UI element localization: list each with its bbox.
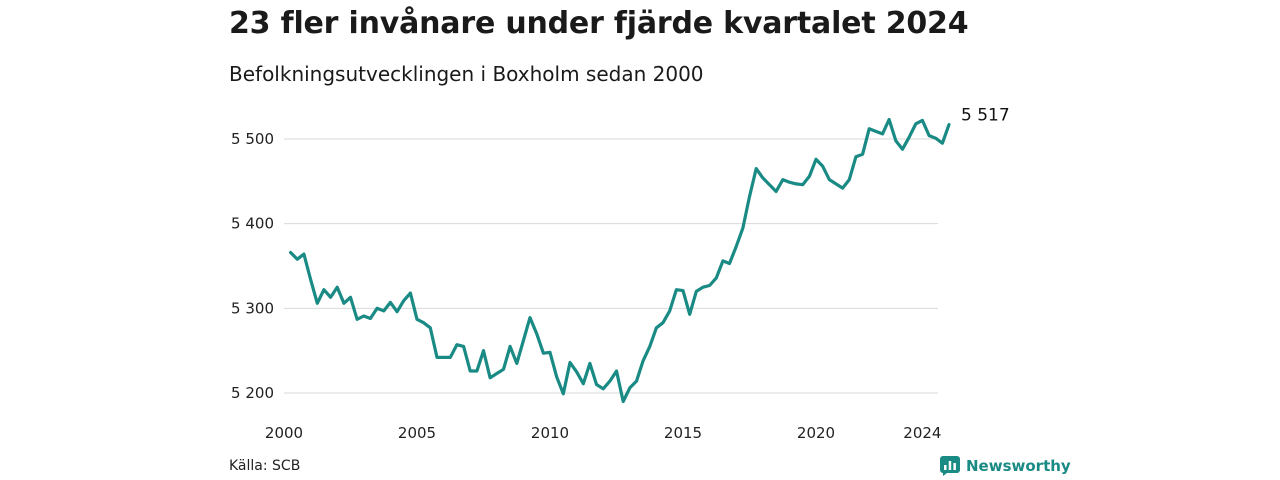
y-tick-label: 5 300 (231, 299, 274, 317)
series-line-0 (289, 117, 951, 404)
x-tick-label: 2024 (903, 424, 941, 442)
bar-chart-logo-icon (940, 456, 960, 476)
data-labels: 5 517 (961, 106, 1010, 126)
x-tick-label: 2000 (265, 424, 303, 442)
brand-name: Newsworthy (966, 457, 1071, 475)
x-tick-label: 2015 (664, 424, 702, 442)
chart-title: 23 fler invånare under fjärde kvartalet … (229, 6, 969, 41)
x-tick-label: 2020 (797, 424, 835, 442)
x-tick-label: 2005 (398, 424, 436, 442)
x-axis-ticks: 2000 2005 2010 2015 2020 2024 (265, 424, 942, 442)
source-note: Källa: SCB (229, 458, 301, 474)
y-axis-ticks: 5 200 5 300 5 400 5 500 (231, 130, 274, 402)
chart-subtitle: Befolkningsutvecklingen i Boxholm sedan … (229, 62, 704, 86)
y-tick-label: 5 200 (231, 384, 274, 402)
x-tick-label: 2010 (531, 424, 569, 442)
y-tick-label: 5 500 (231, 130, 274, 148)
brand-logo[interactable]: Newsworthy (940, 456, 1071, 476)
end-value-label: 5 517 (961, 106, 1010, 126)
y-tick-label: 5 400 (231, 215, 274, 233)
gridlines (284, 138, 938, 394)
series-lines (289, 117, 951, 404)
line-chart: 5 200 5 300 5 400 5 500 2000 2005 2010 2015 202… (231, 106, 1010, 442)
